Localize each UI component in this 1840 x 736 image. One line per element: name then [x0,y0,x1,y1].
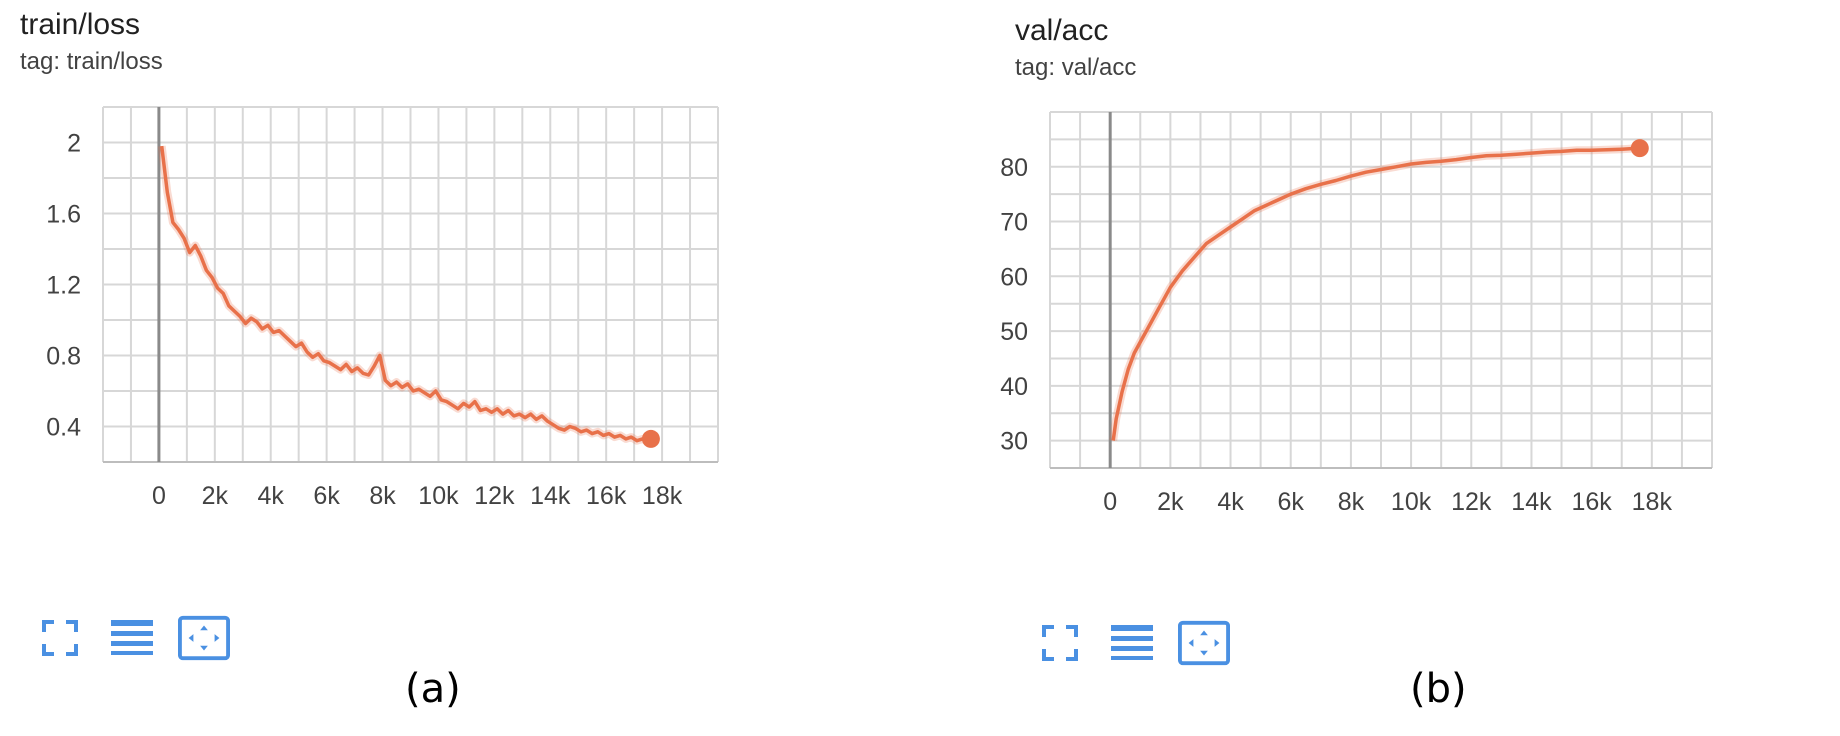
series-line[interactable] [159,145,652,443]
series-line[interactable] [1111,146,1640,441]
y-tick-label: 0.4 [46,414,81,442]
x-tick-label: 12k [474,482,515,510]
chart-card-val-acc: val/acc tag: val/acc 0 2k 4k 6k 8k 10k 12k 14k 1… [1000,0,1840,736]
chart-train-loss[interactable]: 0 2k 4k 6k 8k 10k 12k 14k 16k 18k 0.4 0.8 1.2 1.6 2 [0,0,900,600]
x-tick-label: 16k [1571,488,1612,516]
y-tick-label: 70 [1000,209,1028,237]
fullscreen-button[interactable] [34,615,86,661]
figure-caption: (b) [1410,666,1467,712]
y-tick-label: 80 [1000,154,1028,182]
x-tick-label: 14k [1511,488,1552,516]
y-tick-label: 30 [1000,428,1028,456]
data-table-button[interactable] [106,615,158,661]
fit-domain-button[interactable] [178,615,230,661]
x-tick-label: 0 [1103,488,1117,516]
x-tick-label: 6k [313,482,340,510]
data-table-button[interactable] [1106,620,1158,666]
y-tick-label: 50 [1000,318,1028,346]
x-tick-label: 14k [530,482,571,510]
x-tick-label: 8k [1338,488,1365,516]
chart-toolbar [1034,620,1250,666]
x-tick-label: 2k [202,482,229,510]
figure-caption: (a) [405,666,461,712]
y-tick-label: 2 [67,130,81,158]
x-tick-label: 6k [1278,488,1305,516]
fit-domain-icon [178,615,230,661]
y-tick-label: 1.2 [46,272,81,300]
chart-toolbar [34,615,250,661]
x-tick-label: 18k [1632,488,1673,516]
data-table-icon [1111,625,1153,660]
x-tick-label: 4k [258,482,285,510]
y-tick-label: 60 [1000,263,1028,291]
x-tick-label: 0 [152,482,166,510]
x-tick-label: 10k [418,482,459,510]
last-point-marker[interactable] [641,429,660,448]
chart-card-train-loss: train/loss tag: train/loss 0 2k 4k 6k 8k 10k 1… [0,0,900,736]
y-tick-label: 1.6 [46,201,81,229]
y-tick-label: 0.8 [46,343,81,371]
fit-domain-icon [1178,620,1230,666]
x-tick-label: 8k [369,482,396,510]
fullscreen-icon [42,620,78,656]
chart-title: val/acc [1015,14,1109,47]
x-tick-label: 4k [1217,488,1244,516]
x-tick-label: 10k [1391,488,1432,516]
fullscreen-icon [1042,625,1078,661]
x-tick-label: 18k [642,482,683,510]
chart-title: train/loss [20,8,141,41]
fit-domain-button[interactable] [1178,620,1230,666]
x-tick-label: 16k [586,482,627,510]
fullscreen-button[interactable] [1034,620,1086,666]
chart-subtitle: tag: train/loss [20,48,163,75]
y-tick-label: 40 [1000,373,1028,401]
x-tick-label: 12k [1451,488,1492,516]
data-table-icon [111,620,153,655]
chart-val-acc[interactable]: 0 2k 4k 6k 8k 10k 12k 14k 16k 18k 30 40 50 60 70 80 [1000,0,1840,600]
chart-subtitle: tag: val/acc [1015,54,1137,81]
last-point-marker[interactable] [1630,139,1649,158]
x-tick-label: 2k [1157,488,1184,516]
